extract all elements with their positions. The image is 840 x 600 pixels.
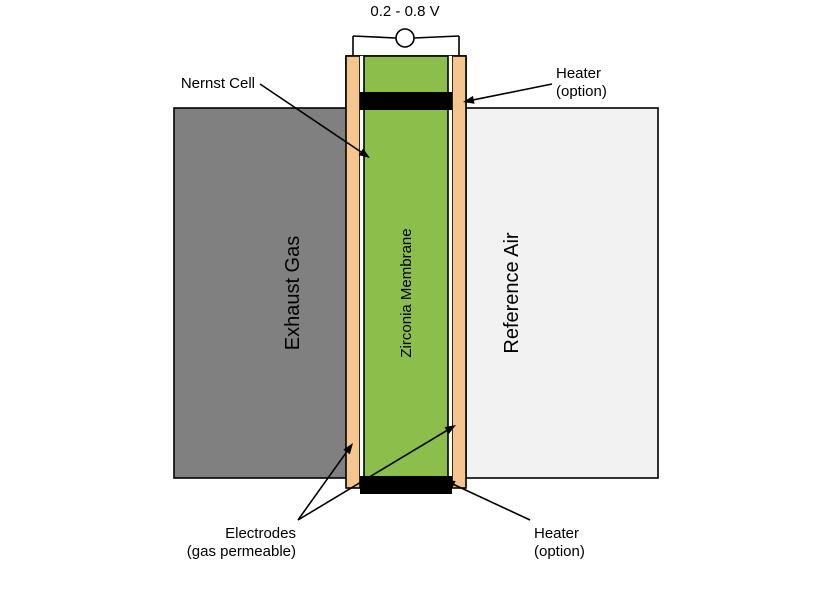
nernst-cell-label: Nernst Cell (181, 75, 255, 92)
electrodes-sub-label: (gas permeable) (187, 543, 296, 560)
exhaust-gas-label: Exhaust Gas (282, 236, 304, 351)
voltage-label: 0.2 - 0.8 V (370, 3, 439, 20)
reference-air-region (466, 108, 658, 478)
heater-top (360, 92, 452, 110)
lead-left-h (353, 36, 396, 38)
electrode-right (452, 56, 466, 488)
zirconia-label: Zirconia Membrane (398, 228, 415, 357)
electrodes-label: Electrodes (225, 525, 296, 542)
exhaust-gas-region (174, 108, 347, 478)
electrode-left (346, 56, 360, 488)
heater-top-label: Heater (556, 65, 601, 82)
arrow-heater-top-line (474, 84, 552, 100)
heater-bottom-label: Heater (534, 525, 579, 542)
heater-bottom (360, 476, 452, 494)
oxygen-sensor-diagram: 0.2 - 0.8 VNernst CellHeater(option)Elec… (0, 0, 840, 600)
heater-bottom-sub-label: (option) (534, 543, 585, 560)
arrow-heater-bottom-line (454, 485, 530, 520)
voltmeter-icon (396, 29, 414, 47)
reference-air-label: Reference Air (501, 232, 523, 354)
heater-top-sub-label: (option) (556, 83, 607, 100)
lead-right-h (414, 36, 459, 38)
